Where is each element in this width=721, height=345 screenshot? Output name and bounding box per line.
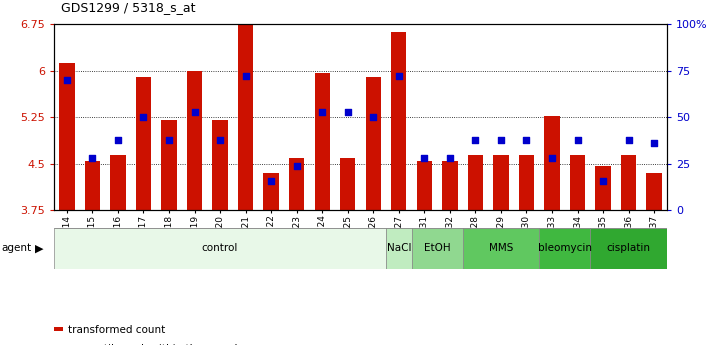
Bar <box>314 72 329 210</box>
Bar <box>570 155 585 210</box>
Text: NaCl: NaCl <box>386 244 411 253</box>
Bar <box>213 120 228 210</box>
Point <box>368 115 379 120</box>
Bar <box>590 228 667 269</box>
Bar <box>539 228 590 269</box>
Point <box>342 109 353 115</box>
Bar <box>647 173 662 210</box>
Text: transformed count: transformed count <box>68 325 166 335</box>
Bar <box>263 173 279 210</box>
Bar <box>238 24 253 210</box>
Bar <box>136 77 151 210</box>
Text: ▶: ▶ <box>35 244 43 253</box>
Bar <box>391 32 407 210</box>
Point <box>317 109 328 115</box>
Bar <box>417 161 432 210</box>
Bar <box>289 158 304 210</box>
Point <box>419 156 430 161</box>
Bar <box>187 71 202 210</box>
Bar <box>463 228 539 269</box>
Point <box>61 77 73 83</box>
Bar <box>519 155 534 210</box>
Text: percentile rank within the sample: percentile rank within the sample <box>68 344 244 345</box>
Text: cisplatin: cisplatin <box>606 244 650 253</box>
Text: control: control <box>202 244 238 253</box>
Bar <box>544 116 559 210</box>
Point <box>112 137 124 142</box>
Point <box>572 137 583 142</box>
Text: bleomycin: bleomycin <box>538 244 592 253</box>
Point <box>597 178 609 184</box>
Bar <box>493 155 508 210</box>
Bar <box>596 166 611 210</box>
Point <box>138 115 149 120</box>
Bar <box>468 155 483 210</box>
Point <box>265 178 277 184</box>
Bar <box>442 161 458 210</box>
Bar <box>412 228 463 269</box>
Bar <box>162 120 177 210</box>
Text: MMS: MMS <box>489 244 513 253</box>
Point <box>648 141 660 146</box>
Point <box>87 156 98 161</box>
Point <box>189 109 200 115</box>
Bar <box>54 228 386 269</box>
Text: agent: agent <box>1 244 32 253</box>
Text: GDS1299 / 5318_s_at: GDS1299 / 5318_s_at <box>61 1 196 14</box>
Bar <box>366 77 381 210</box>
Point <box>521 137 532 142</box>
Point <box>240 73 252 79</box>
Bar <box>59 63 74 210</box>
Point <box>623 137 634 142</box>
Point <box>393 73 404 79</box>
Bar <box>386 228 412 269</box>
Text: EtOH: EtOH <box>424 244 451 253</box>
Bar <box>110 155 125 210</box>
Point <box>291 163 302 168</box>
Point <box>495 137 507 142</box>
Point <box>444 156 456 161</box>
Bar <box>621 155 637 210</box>
Point <box>214 137 226 142</box>
Point <box>163 137 174 142</box>
Bar <box>340 158 355 210</box>
Bar <box>85 161 100 210</box>
Point <box>469 137 481 142</box>
Point <box>547 156 558 161</box>
